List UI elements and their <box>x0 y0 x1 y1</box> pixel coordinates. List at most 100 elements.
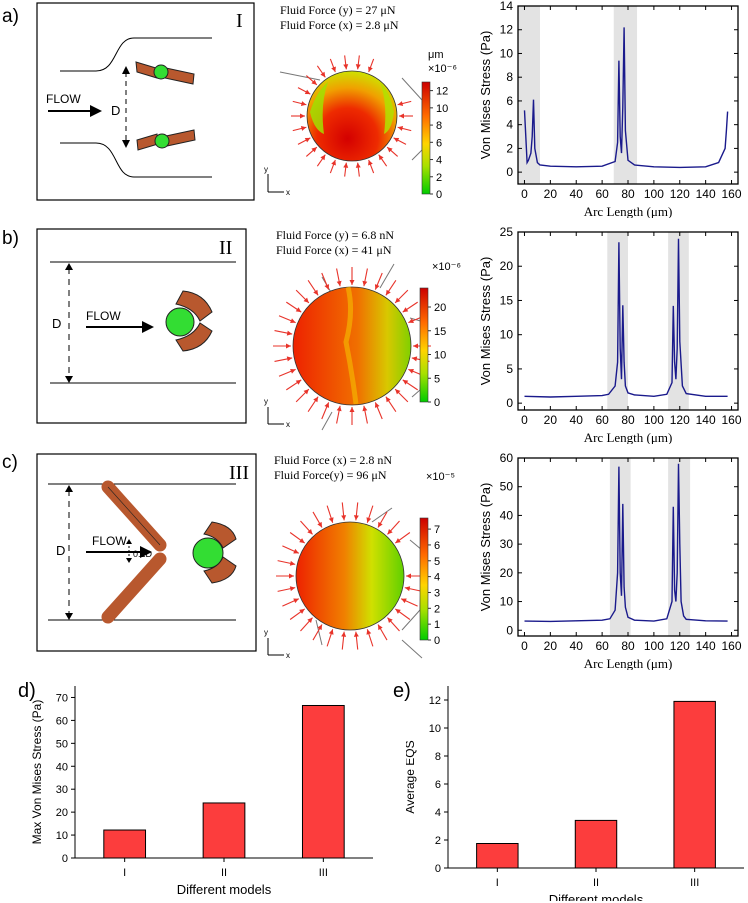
force-x-c: Fluid Force (x) = 2.8 nN <box>274 453 393 467</box>
y-tick-label: 20 <box>500 566 514 580</box>
x-tick-label: 100 <box>644 187 664 201</box>
force-arrowhead <box>311 79 317 85</box>
cell-c <box>192 521 237 584</box>
simulation-b: ×10⁻⁶ 20 15 10 5 0 y x <box>264 262 461 431</box>
axis-glyph-c: y x <box>264 628 290 660</box>
x-tick-label: 40 <box>570 413 584 427</box>
force-arrowhead <box>290 368 296 374</box>
force-arrowhead <box>404 586 411 592</box>
stress-line <box>524 238 728 398</box>
stress-line <box>523 27 729 169</box>
x-tick-label: 20 <box>544 413 558 427</box>
force-arrowhead <box>295 379 302 385</box>
force-arrowhead <box>341 515 347 521</box>
force-arrowhead <box>324 402 330 408</box>
schematic-model-ii: II D FLOW <box>36 228 247 424</box>
force-arrowhead <box>289 573 294 579</box>
force-arrowhead <box>328 629 334 635</box>
x-tick-label: 120 <box>670 413 690 427</box>
colorbar-tick-label: 7 <box>434 524 440 536</box>
colorbar-b <box>419 287 429 403</box>
flow-arrow-a <box>48 105 102 117</box>
flow-arrow-b <box>86 321 154 333</box>
force-arrowhead <box>408 318 414 324</box>
y-tick-label: 10 <box>500 595 514 609</box>
force-arrowhead <box>303 297 309 303</box>
force-arrowhead <box>299 538 305 544</box>
force-arrowhead <box>300 113 305 119</box>
y-tick-label: 50 <box>56 738 68 750</box>
axis-glyph-b: y x <box>264 397 290 429</box>
x-tick-label: 80 <box>621 639 635 653</box>
svg-text:y: y <box>264 628 268 637</box>
flow-label-c: FLOW <box>92 534 127 548</box>
d-label-c: D <box>56 543 65 558</box>
chart-stress-c: 0 20 40 60 80 100 120 140 160 0 10 20 30 40 50 60 Arc Le… <box>478 452 742 670</box>
y-axis-label: Von Mises Stress (Pa) <box>478 257 493 386</box>
force-arrowhead <box>343 162 349 168</box>
force-arrowhead <box>353 515 359 521</box>
force-arrowhead <box>355 64 361 70</box>
force-text-b: Fluid Force (y) = 6.8 nN Fluid Force (x)… <box>276 228 394 258</box>
force-arrowhead <box>328 517 334 523</box>
colorbar-tick-label: 6 <box>434 540 440 552</box>
y-axis-label: Von Mises Stress (Pa) <box>478 483 493 612</box>
colorbar-tick-label: 2 <box>434 603 440 615</box>
force-arrowhead <box>307 617 313 624</box>
y-tick-label: 8 <box>506 70 513 84</box>
force-arrowhead <box>387 617 393 624</box>
chart-stress-a: 0 20 40 60 80 100 120 140 160 0 2 4 6 8 10 12 14 Arc Leng… <box>478 0 742 218</box>
force-x-a: Fluid Force (x) = 2.8 μN <box>280 18 399 32</box>
x-tick-label: II <box>221 867 227 879</box>
y-tick-label: 12 <box>500 23 514 37</box>
colorbar-tick-label: 4 <box>436 155 442 167</box>
simulation-a: μm ×10⁻⁶ 12 10 8 6 4 2 0 y x <box>264 49 457 200</box>
y-tick-label: 50 <box>500 480 514 494</box>
colorbar-a <box>421 81 431 195</box>
force-arrowhead <box>401 598 407 604</box>
cell-contour-c <box>295 521 405 631</box>
force-arrowhead <box>336 405 342 412</box>
force-arrowhead <box>349 280 355 285</box>
y-tick-label: 6 <box>506 94 513 108</box>
force-arrowhead <box>397 126 404 131</box>
x-axis-label: Arc Length (μm) <box>584 656 673 670</box>
force-arrowhead <box>406 573 411 579</box>
simulation-c: ×10⁻⁵ 7 6 5 4 3 2 1 0 y x <box>264 471 455 660</box>
force-arrowhead <box>368 159 373 166</box>
force-arrowhead <box>413 343 418 349</box>
force-x-b: Fluid Force (x) = 41 μN <box>276 243 392 257</box>
x-tick-label: 20 <box>544 639 558 653</box>
cb-exp-b: ×10⁻⁶ <box>432 262 461 273</box>
svg-text:x: x <box>286 188 290 197</box>
force-arrowhead <box>307 528 313 535</box>
y-tick-label: 5 <box>506 362 513 376</box>
force-arrowhead <box>399 113 404 119</box>
force-arrowhead <box>290 318 296 324</box>
force-arrowhead <box>395 297 401 303</box>
x-tick-label: 60 <box>595 187 609 201</box>
x-axis-label: Arc Length (μm) <box>584 204 673 218</box>
cell-top-a <box>135 61 195 85</box>
y-tick-label: 4 <box>435 807 441 819</box>
y-tick-label: 10 <box>56 830 68 842</box>
y-axis-label: Average EQS <box>406 740 417 813</box>
bar <box>673 700 716 869</box>
force-arrowhead <box>402 307 409 313</box>
x-tick-label: 60 <box>595 413 609 427</box>
y-tick-label: 4 <box>506 118 513 132</box>
force-y-c: Fluid Force(y) = 96 μN <box>274 468 387 482</box>
colorbar-tick-label: 0 <box>434 397 440 409</box>
x-tick-label: 0 <box>521 639 528 653</box>
colorbar-tick-label: 5 <box>434 373 440 385</box>
x-tick-label: III <box>319 867 328 879</box>
x-axis-label: Different models <box>549 892 644 901</box>
x-tick-label: 0 <box>521 187 528 201</box>
y-tick-label: 70 <box>56 692 68 704</box>
force-arrowhead <box>395 389 401 395</box>
x-axis-label: Arc Length (μm) <box>584 430 673 444</box>
panel-label-b: b) <box>2 228 19 249</box>
force-arrowhead <box>286 356 293 362</box>
